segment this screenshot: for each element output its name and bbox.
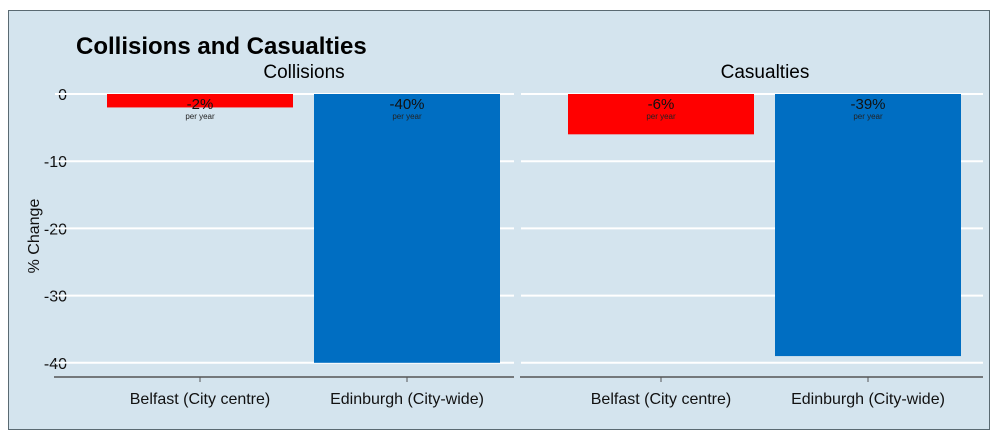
chart-figure: Collisions and Casualties % Change 0 -10 -…: [8, 10, 990, 430]
panel-casualties: Casualties-6%per year-39%per yearBelfast…: [520, 62, 983, 408]
panel-collisions: Collisions-2%per year-40%per yearBelfast…: [54, 62, 514, 408]
data-label: -2%: [187, 96, 214, 113]
data-sublabel: per year: [392, 112, 422, 121]
y-tick-label: -10: [44, 154, 67, 171]
y-tick-label: 0: [58, 87, 67, 104]
x-tick-label: Edinburgh (City-wide): [791, 391, 945, 408]
y-axis-label: % Change: [26, 199, 43, 274]
data-sublabel: per year: [185, 112, 215, 121]
bar: [314, 94, 500, 363]
data-label: -39%: [850, 96, 885, 113]
data-sublabel: per year: [853, 112, 883, 121]
x-tick-label: Belfast (City centre): [591, 391, 731, 408]
panel-title: Casualties: [721, 62, 810, 83]
y-tick-label: -30: [44, 289, 67, 306]
x-tick-label: Edinburgh (City-wide): [330, 391, 484, 408]
bar: [107, 94, 293, 108]
y-tick-label: -40: [44, 356, 67, 373]
bar: [568, 94, 754, 135]
data-sublabel: per year: [646, 112, 676, 121]
y-tick-label: -20: [44, 221, 67, 238]
chart-svg: Collisions and Casualties % Change 0 -10 -…: [26, 33, 983, 408]
panel-title: Collisions: [263, 62, 344, 83]
x-tick-label: Belfast (City centre): [130, 391, 270, 408]
data-label: -40%: [389, 96, 424, 113]
chart-title: Collisions and Casualties: [76, 33, 367, 60]
bar: [775, 94, 961, 357]
data-label: -6%: [648, 96, 675, 113]
